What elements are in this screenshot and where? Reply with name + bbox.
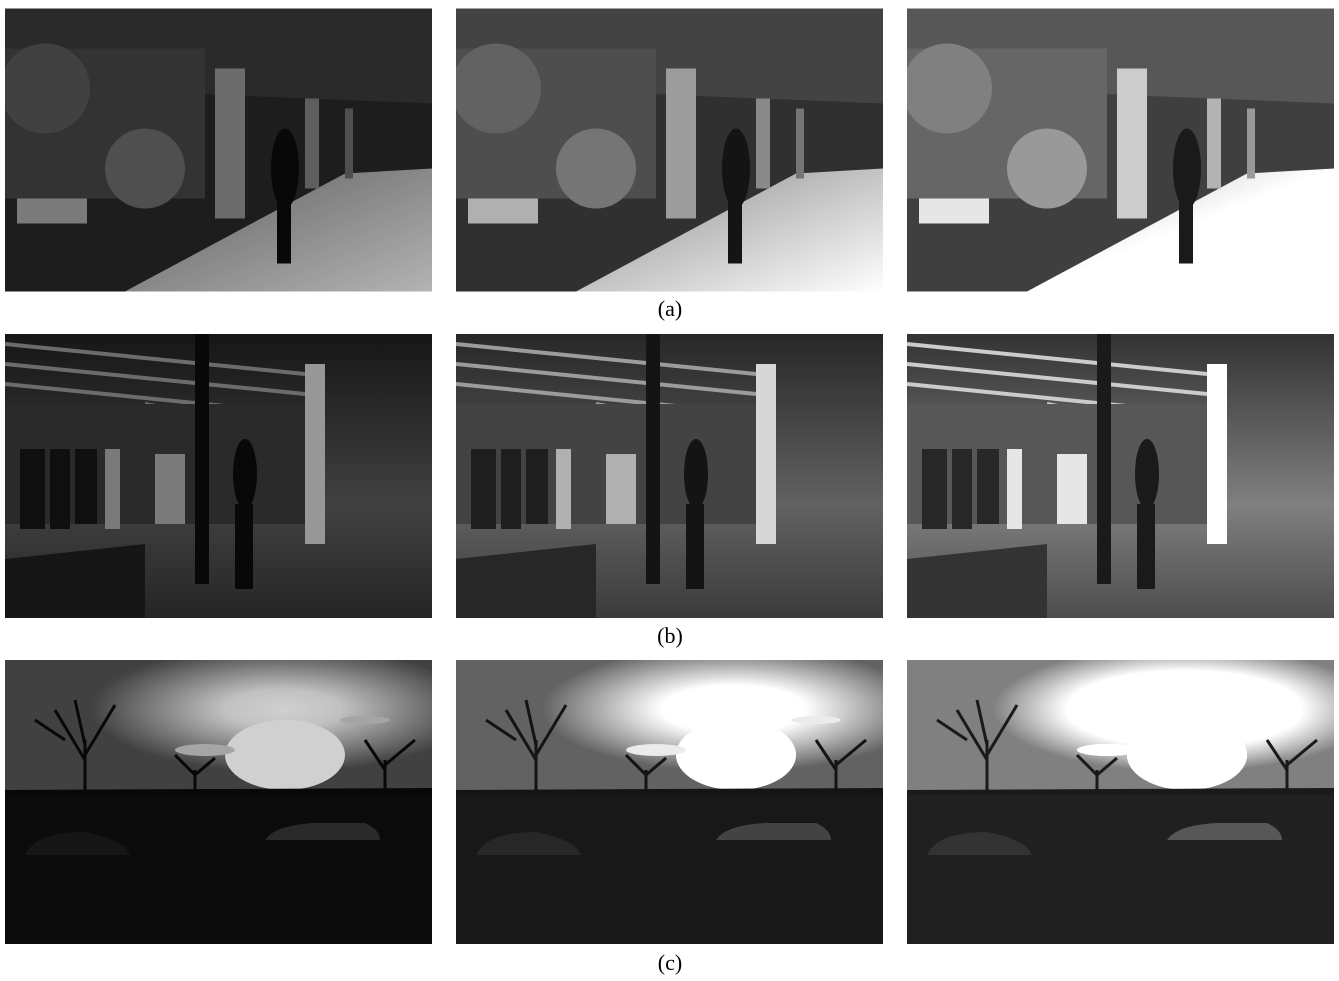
row-label: (b): [657, 623, 683, 648]
photo: [902, 9, 1334, 292]
photo-image: [907, 334, 1334, 618]
photo-image: [902, 9, 1334, 292]
photo: [5, 660, 432, 944]
photo: [907, 334, 1334, 618]
photo: [5, 334, 432, 618]
photo-image: [456, 334, 883, 618]
row-label: (c): [658, 950, 682, 975]
photo: [907, 660, 1334, 944]
photo: [456, 660, 883, 944]
photo: [0, 9, 432, 292]
photo-image: [0, 9, 432, 292]
row-label: (a): [658, 296, 682, 321]
photo-image: [5, 334, 432, 618]
photo-image: [451, 9, 883, 292]
photo-image: [907, 660, 1334, 944]
photo-image: [456, 660, 883, 944]
figure: (a) (b) (c): [0, 0, 1339, 981]
photo: [456, 334, 883, 618]
photo: [451, 9, 883, 292]
photo-image: [5, 660, 432, 944]
